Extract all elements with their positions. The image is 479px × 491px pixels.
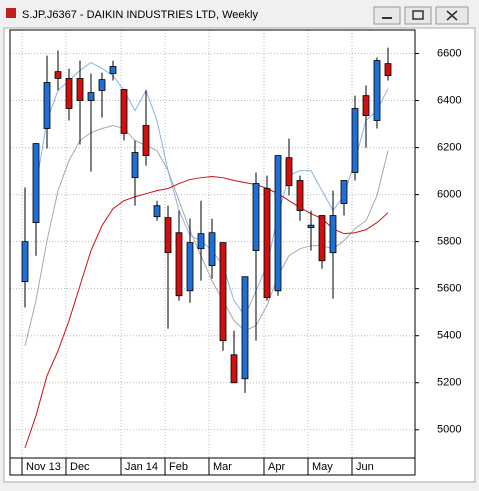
candle-body [87, 92, 95, 101]
candle-body [131, 152, 139, 179]
candle-body [120, 89, 128, 134]
candle-body [21, 241, 29, 283]
x-axis-strip [9, 457, 416, 476]
app-icon [6, 8, 16, 18]
moving-average-line [24, 176, 389, 449]
candle-body [186, 242, 194, 292]
window-buttons[interactable] [373, 6, 469, 25]
x-tick-label: Apr [268, 461, 285, 473]
window-title: S.JP.J6367 - DAIKIN INDUSTRIES LTD, Week… [22, 9, 258, 21]
candle-body [32, 143, 40, 223]
minimize-button[interactable] [373, 6, 401, 25]
candle-body [274, 155, 282, 292]
y-tick-label: 5000 [437, 424, 461, 436]
restore-button[interactable] [404, 6, 432, 25]
candle-body [98, 79, 106, 91]
x-tick-label: Dec [70, 461, 90, 473]
candle-body [307, 224, 315, 228]
candle-body [263, 188, 271, 299]
y-tick-label: 5800 [437, 236, 461, 248]
candle-body [340, 180, 348, 204]
candle-body [54, 71, 62, 79]
candle-body [252, 183, 260, 251]
candle-body [219, 242, 227, 342]
candle-body [351, 108, 359, 173]
candle-body [296, 180, 304, 212]
candle-body [76, 78, 84, 101]
candle-body [329, 215, 337, 254]
x-tick-label: Jun [356, 461, 374, 473]
candle-body [318, 215, 326, 262]
candle-body [175, 232, 183, 297]
candle-body [230, 354, 238, 384]
y-tick-label: 5400 [437, 330, 461, 342]
candle-body [164, 217, 172, 254]
close-icon [446, 10, 458, 21]
candle-body [43, 82, 51, 129]
restore-icon [412, 10, 424, 20]
candle-body [285, 157, 293, 187]
y-tick-label: 6200 [437, 141, 461, 153]
candle-body [109, 66, 117, 74]
x-tick-label: Mar [213, 461, 232, 473]
candle-body [65, 78, 73, 109]
moving-average-line [24, 124, 389, 346]
y-tick-label: 5600 [437, 283, 461, 295]
y-tick-label: 5200 [437, 377, 461, 389]
candle-body [362, 95, 370, 117]
x-tick-label: Feb [169, 461, 188, 473]
x-tick-label: Nov 13 [26, 461, 61, 473]
candle-body [197, 233, 205, 250]
candle-body [142, 125, 150, 156]
y-tick-label: 6600 [437, 47, 461, 59]
plot: 5000 5200 5400 5600 5800 6000 6200 6400 6600 Nov … [10, 30, 461, 475]
chart-background [3, 27, 476, 483]
x-tick-label: May [312, 461, 333, 473]
candle-body [153, 205, 161, 218]
candle-body [241, 276, 249, 380]
y-tick-label: 6400 [437, 94, 461, 106]
candle-body [384, 63, 392, 77]
y-tick-label: 6000 [437, 189, 461, 201]
x-tick-label: Jan 14 [125, 461, 158, 473]
candle-body [373, 60, 381, 121]
candle-body [208, 232, 216, 267]
